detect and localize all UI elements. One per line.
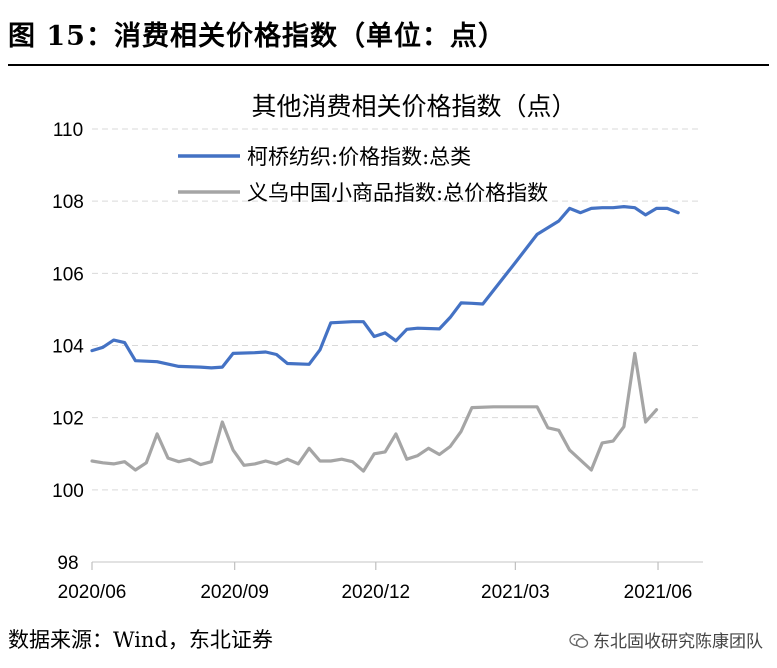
chart-title: 其他消费相关价格指数（点） <box>251 92 576 121</box>
watermark-text: 东北固收研究陈康团队 <box>593 632 763 652</box>
x-tick-label: 2020/09 <box>200 582 269 603</box>
legend-label: 义乌中国小商品指数:总价格指数 <box>247 181 548 205</box>
y-tick-label: 100 <box>52 481 84 502</box>
x-tick-label: 2020/06 <box>58 582 127 603</box>
series-lines <box>90 205 680 473</box>
x-tick-label: 2021/03 <box>481 582 550 603</box>
source-note: 数据来源：Wind，东北证券 <box>8 628 273 652</box>
gridlines <box>92 128 700 491</box>
y-tick-label: 110 <box>53 120 83 141</box>
legend-label: 柯桥纺织:价格指数:总类 <box>247 145 471 169</box>
x-axis: 2020/06 2020/09 2020/12 2021/03 2021/06 <box>58 561 703 603</box>
y-tick-label: 106 <box>52 264 84 285</box>
wechat-icon <box>569 633 589 648</box>
y-tick-label: 98 <box>57 553 78 574</box>
watermark: 东北固收研究陈康团队 <box>569 627 763 652</box>
x-tick-label: 2021/06 <box>624 582 693 603</box>
series-line-1 <box>90 351 659 473</box>
y-tick-label: 102 <box>52 409 84 430</box>
title-rule <box>8 64 769 66</box>
y-tick-label: 108 <box>52 192 84 213</box>
series-line-0 <box>90 205 680 370</box>
y-tick-label: 104 <box>52 337 84 358</box>
y-axis-ticks: 98 100 102 104 106 108 110 <box>52 120 84 574</box>
x-tick-label: 2020/12 <box>341 582 410 603</box>
figure-title: 图 15：消费相关价格指数（单位：点） <box>8 21 506 52</box>
